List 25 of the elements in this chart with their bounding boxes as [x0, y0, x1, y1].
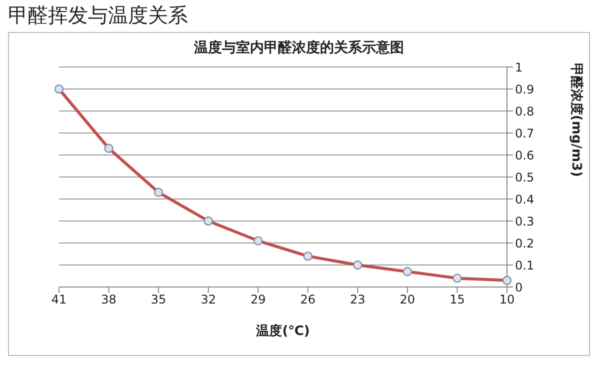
x-axis-title: 温度(℃) [255, 323, 310, 339]
x-tick-label: 15 [450, 292, 465, 307]
x-tick-label: 41 [51, 292, 67, 307]
y-axis-title: 甲醛浓度(mg/m3) [568, 62, 584, 177]
y-tick-label: 0.3 [515, 214, 534, 228]
x-tick-label: 32 [200, 292, 216, 307]
y-tick-label: 0 [515, 280, 523, 294]
chart-subtitle: 温度与室内甲醛浓度的关系示意图 [193, 39, 405, 57]
y-tick-label: 0.6 [515, 148, 534, 162]
x-tick-label: 26 [300, 292, 316, 307]
y-tick-label: 0.8 [515, 104, 534, 118]
x-tick-label: 35 [150, 292, 166, 307]
y-tick-label: 0.2 [515, 236, 534, 250]
x-tick-label: 23 [350, 292, 366, 307]
y-tick-label: 0.4 [515, 192, 534, 206]
chart-title: 甲醛挥发与温度关系 [8, 2, 189, 29]
y-tick-label: 0.5 [515, 170, 534, 184]
x-tick-label: 20 [400, 292, 416, 307]
x-tick-label: 10 [499, 292, 515, 307]
x-tick-label: 38 [101, 292, 116, 307]
y-tick-label: 0.1 [515, 258, 534, 272]
y-tick-label: 0.7 [515, 126, 534, 140]
y-tick-label: 1 [515, 60, 523, 74]
x-tick-label: 29 [250, 292, 266, 307]
y-tick-label: 0.9 [515, 82, 534, 96]
